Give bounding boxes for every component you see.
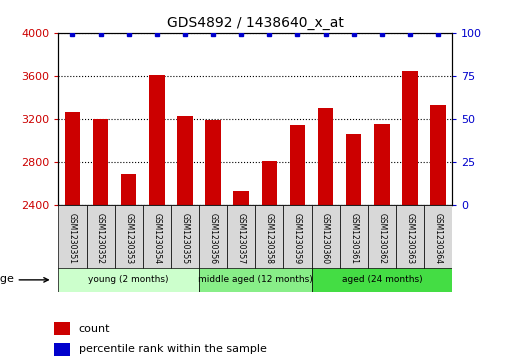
Text: GSM1230359: GSM1230359 (293, 213, 302, 264)
Bar (346, 134, 361, 205)
Bar (121, 174, 137, 205)
Bar (430, 105, 446, 205)
Text: middle aged (12 months): middle aged (12 months) (198, 276, 312, 284)
Bar (374, 124, 390, 205)
Bar (368, 205, 396, 269)
Bar (149, 75, 165, 205)
Bar (54, 343, 70, 356)
Text: GSM1230358: GSM1230358 (265, 213, 274, 264)
Bar (199, 205, 227, 269)
Text: age: age (0, 274, 15, 284)
Bar (424, 205, 452, 269)
Bar (318, 108, 333, 205)
Text: GSM1230355: GSM1230355 (180, 213, 189, 264)
Bar (199, 268, 311, 292)
Text: GSM1230351: GSM1230351 (68, 213, 77, 264)
Text: GSM1230363: GSM1230363 (405, 213, 415, 264)
Bar (54, 322, 70, 335)
Bar (290, 125, 305, 205)
Text: GSM1230360: GSM1230360 (321, 213, 330, 264)
Text: young (2 months): young (2 months) (88, 276, 169, 284)
Bar (177, 116, 193, 205)
Bar (65, 113, 80, 205)
Bar (396, 205, 424, 269)
Text: GSM1230353: GSM1230353 (124, 213, 133, 264)
Text: GSM1230362: GSM1230362 (377, 213, 386, 264)
Bar (262, 161, 277, 205)
Bar (171, 205, 199, 269)
Title: GDS4892 / 1438640_x_at: GDS4892 / 1438640_x_at (167, 16, 344, 30)
Bar (205, 121, 221, 205)
Bar (311, 268, 452, 292)
Text: GSM1230356: GSM1230356 (209, 213, 217, 264)
Text: GSM1230364: GSM1230364 (433, 213, 442, 264)
Text: GSM1230357: GSM1230357 (237, 213, 246, 264)
Text: GSM1230361: GSM1230361 (349, 213, 358, 264)
Bar (402, 72, 418, 205)
Bar (255, 205, 283, 269)
Bar (340, 205, 368, 269)
Bar (58, 268, 199, 292)
Bar (283, 205, 311, 269)
Text: percentile rank within the sample: percentile rank within the sample (79, 344, 267, 354)
Text: aged (24 months): aged (24 months) (341, 276, 422, 284)
Bar (143, 205, 171, 269)
Bar (93, 119, 108, 205)
Text: GSM1230352: GSM1230352 (96, 213, 105, 264)
Text: GSM1230354: GSM1230354 (152, 213, 162, 264)
Bar (311, 205, 340, 269)
Bar (227, 205, 255, 269)
Bar (115, 205, 143, 269)
Text: count: count (79, 324, 110, 334)
Bar (58, 205, 86, 269)
Bar (234, 191, 249, 205)
Bar (86, 205, 115, 269)
